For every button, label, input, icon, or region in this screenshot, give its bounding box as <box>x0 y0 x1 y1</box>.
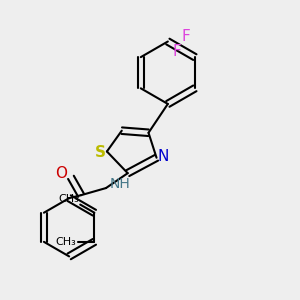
Text: CH₃: CH₃ <box>56 237 76 247</box>
Text: O: O <box>56 166 68 181</box>
Text: NH: NH <box>110 178 130 191</box>
Text: F: F <box>173 44 182 59</box>
Text: F: F <box>181 29 190 44</box>
Text: N: N <box>158 149 169 164</box>
Text: CH₃: CH₃ <box>58 194 79 204</box>
Text: S: S <box>95 145 106 160</box>
